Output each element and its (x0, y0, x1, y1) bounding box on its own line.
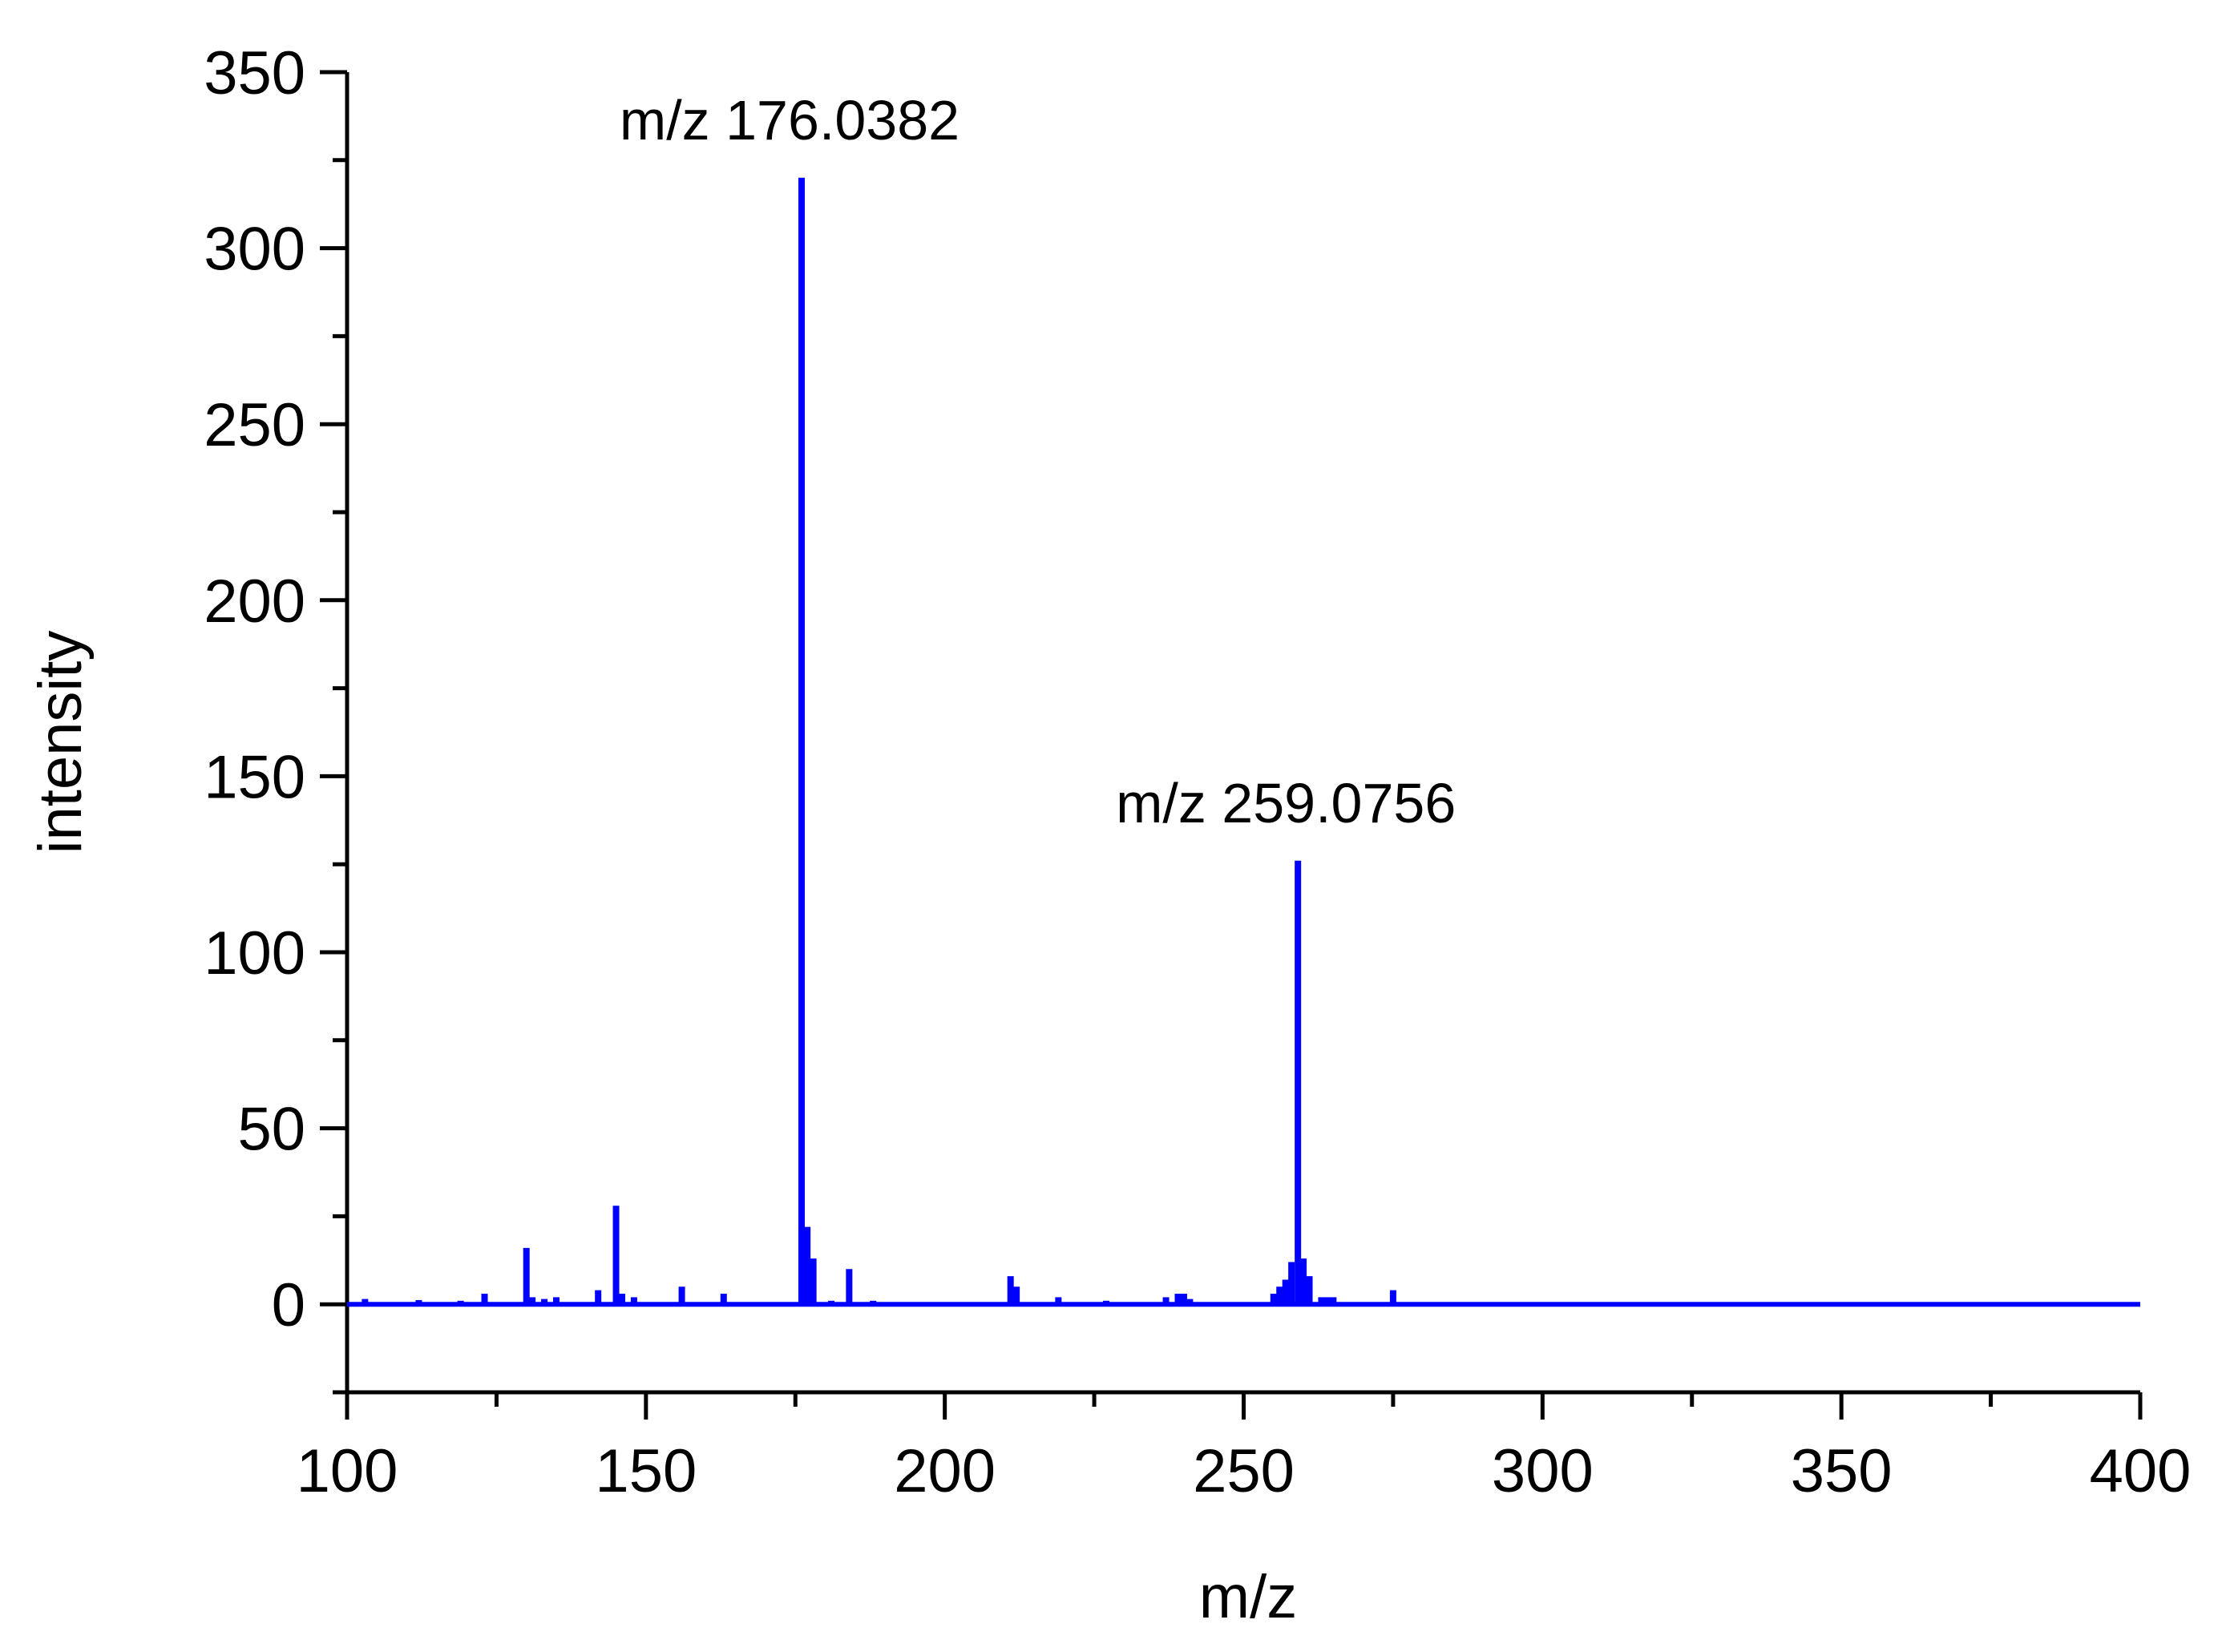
y-tick-label-0: 0 (272, 1271, 305, 1339)
x-tick-label-350: 350 (1791, 1437, 1893, 1505)
x-tick-label-200: 200 (894, 1437, 996, 1505)
y-tick-label-50: 50 (237, 1096, 305, 1164)
y-tick-label-250: 250 (204, 391, 305, 459)
y-tick-label-300: 300 (204, 216, 305, 284)
y-tick-label-200: 200 (204, 567, 305, 636)
series-spectrum (347, 177, 2140, 1307)
y-tick-label-100: 100 (204, 919, 305, 988)
peak-annotation-1: m/z 176.0382 (620, 89, 960, 151)
y-axis-title: intensity (26, 631, 95, 854)
tick-labels: 0 50 100 150 200 250 300 350 100 150 200 250 300 350 4… (204, 39, 2191, 1505)
peak-annotation-2: m/z 259.0756 (1116, 772, 1456, 834)
axis-ticks (320, 70, 2143, 1420)
axes (345, 72, 2140, 1395)
peak-annotations: m/z 176.0382 m/z 259.0756 (620, 89, 1456, 834)
x-axis-title: m/z (1199, 1563, 1297, 1631)
x-tick-label-250: 250 (1193, 1437, 1295, 1505)
x-tick-label-300: 300 (1492, 1437, 1594, 1505)
x-tick-label-400: 400 (2090, 1437, 2192, 1505)
x-tick-label-100: 100 (297, 1437, 398, 1505)
y-tick-label-350: 350 (204, 39, 305, 107)
x-tick-label-150: 150 (595, 1437, 697, 1505)
y-tick-label-150: 150 (204, 743, 305, 811)
